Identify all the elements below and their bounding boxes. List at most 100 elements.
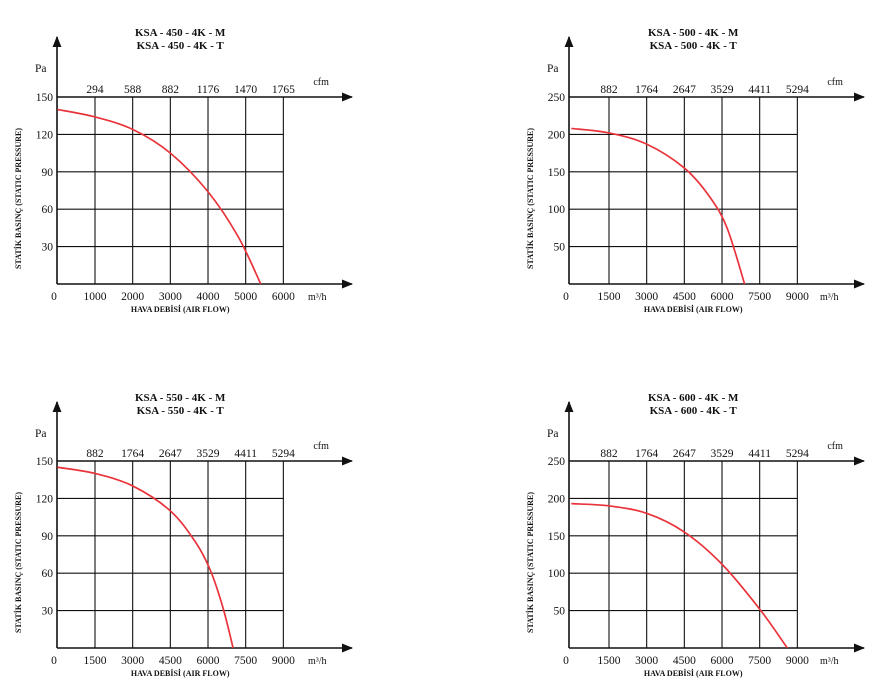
- chart-title-model-t: KSA - 550 - 4K - T: [137, 405, 225, 417]
- chart-title-model-m: KSA - 600 - 4K - M: [648, 392, 739, 404]
- cfm-tick-label: 294: [86, 84, 104, 96]
- y-tick-label: 30: [42, 606, 54, 618]
- x-tick-label: 1000: [84, 291, 107, 303]
- x-unit-label: m³/h: [308, 656, 327, 667]
- y-unit-label: Pa: [35, 428, 47, 440]
- x-unit-label: m³/h: [820, 656, 839, 667]
- cfm-tick-label: 882: [162, 84, 180, 96]
- chart-title-model-m: KSA - 450 - 4K - M: [135, 27, 226, 39]
- x-tick-label: 4500: [673, 655, 696, 667]
- x-axis-title: HAVA DEBİSİ (AIR FLOW): [644, 668, 743, 678]
- y-tick-label: 150: [548, 531, 566, 543]
- cfm-tick-label: 2647: [673, 448, 696, 460]
- cfm-tick-label: 1176: [197, 84, 220, 96]
- performance-curve: [57, 108, 262, 285]
- x-axis-title: HAVA DEBİSİ (AIR FLOW): [644, 304, 743, 314]
- cfm-tick-label: 5294: [786, 84, 809, 96]
- x-axis-title: HAVA DEBİSİ (AIR FLOW): [131, 668, 230, 678]
- x-tick-label: 4500: [673, 291, 696, 303]
- cfm-tick-label: 882: [600, 84, 618, 96]
- x-unit-label: m³/h: [820, 292, 839, 303]
- cfm-tick-label: 1764: [635, 448, 658, 460]
- x-tick-label: 6000: [197, 655, 220, 667]
- chart-title-model-t: KSA - 500 - 4K - T: [650, 40, 738, 52]
- x-tick-label: 0: [563, 291, 569, 303]
- cfm-unit-label: cfm: [313, 441, 329, 452]
- cfm-tick-label: 3529: [711, 84, 734, 96]
- x-tick-label: 4500: [159, 655, 182, 667]
- cfm-tick-label: 5294: [786, 448, 809, 460]
- x-tick-label: 9000: [786, 291, 809, 303]
- x-tick-label: 6000: [711, 655, 734, 667]
- x-tick-label: 3000: [121, 655, 144, 667]
- y-axis-title: STATİK BASINÇ (STATIC PRESSURE): [525, 492, 535, 633]
- x-tick-label: 0: [51, 291, 57, 303]
- y-tick-label: 50: [554, 242, 566, 254]
- x-tick-label: 7500: [234, 655, 257, 667]
- y-tick-label: 90: [42, 531, 54, 543]
- cfm-tick-label: 588: [124, 84, 142, 96]
- y-tick-label: 200: [548, 493, 566, 505]
- x-tick-label: 7500: [748, 655, 771, 667]
- y-tick-label: 120: [36, 129, 54, 141]
- cfm-tick-label: 4411: [748, 448, 771, 460]
- x-axis-title: HAVA DEBİSİ (AIR FLOW): [131, 304, 230, 314]
- chart-title-model-m: KSA - 500 - 4K - M: [648, 27, 739, 39]
- x-tick-label: 3000: [635, 291, 658, 303]
- x-tick-label: 9000: [272, 655, 295, 667]
- y-tick-label: 90: [42, 167, 54, 179]
- y-tick-label: 200: [548, 129, 566, 141]
- cfm-tick-label: 3529: [711, 448, 734, 460]
- cfm-tick-label: 1470: [234, 84, 257, 96]
- x-tick-label: 0: [51, 655, 57, 667]
- y-unit-label: Pa: [547, 63, 559, 75]
- y-tick-label: 30: [42, 242, 54, 254]
- y-axis-title: STATİK BASINÇ (STATIC PRESSURE): [13, 128, 23, 269]
- y-axis-title: STATİK BASINÇ (STATIC PRESSURE): [13, 492, 23, 633]
- y-unit-label: Pa: [35, 63, 47, 75]
- y-tick-label: 100: [548, 204, 566, 216]
- x-unit-label: m³/h: [308, 292, 327, 303]
- x-tick-label: 5000: [234, 291, 257, 303]
- y-axis-title: STATİK BASINÇ (STATIC PRESSURE): [525, 128, 535, 269]
- cfm-unit-label: cfm: [313, 77, 329, 88]
- chart-title-model-m: KSA - 550 - 4K - M: [135, 392, 226, 404]
- y-tick-label: 50: [554, 606, 566, 618]
- y-tick-label: 150: [36, 456, 54, 468]
- cfm-tick-label: 882: [600, 448, 618, 460]
- x-tick-label: 9000: [786, 655, 809, 667]
- cfm-tick-label: 4411: [234, 448, 257, 460]
- chart-title-model-t: KSA - 600 - 4K - T: [650, 405, 738, 417]
- cfm-tick-label: 882: [86, 448, 104, 460]
- cfm-tick-label: 4411: [748, 84, 771, 96]
- x-tick-label: 3000: [635, 655, 658, 667]
- cfm-tick-label: 1764: [121, 448, 144, 460]
- cfm-unit-label: cfm: [827, 441, 843, 452]
- y-tick-label: 100: [548, 568, 566, 580]
- chart-title-model-t: KSA - 450 - 4K - T: [137, 40, 225, 52]
- cfm-tick-label: 2647: [159, 448, 182, 460]
- x-tick-label: 2000: [121, 291, 144, 303]
- x-tick-label: 1500: [84, 655, 107, 667]
- y-tick-label: 250: [548, 456, 566, 468]
- x-tick-label: 0: [563, 655, 569, 667]
- x-tick-label: 3000: [159, 291, 182, 303]
- y-tick-label: 150: [548, 167, 566, 179]
- cfm-tick-label: 3529: [197, 448, 220, 460]
- cfm-tick-label: 1765: [272, 84, 295, 96]
- x-tick-label: 6000: [272, 291, 295, 303]
- x-tick-label: 1500: [598, 291, 621, 303]
- y-tick-label: 60: [42, 204, 54, 216]
- cfm-tick-label: 1764: [635, 84, 658, 96]
- cfm-unit-label: cfm: [827, 77, 843, 88]
- x-tick-label: 7500: [748, 291, 771, 303]
- y-tick-label: 60: [42, 568, 54, 580]
- x-tick-label: 1500: [598, 655, 621, 667]
- y-unit-label: Pa: [547, 428, 559, 440]
- cfm-tick-label: 5294: [272, 448, 295, 460]
- x-tick-label: 4000: [197, 291, 220, 303]
